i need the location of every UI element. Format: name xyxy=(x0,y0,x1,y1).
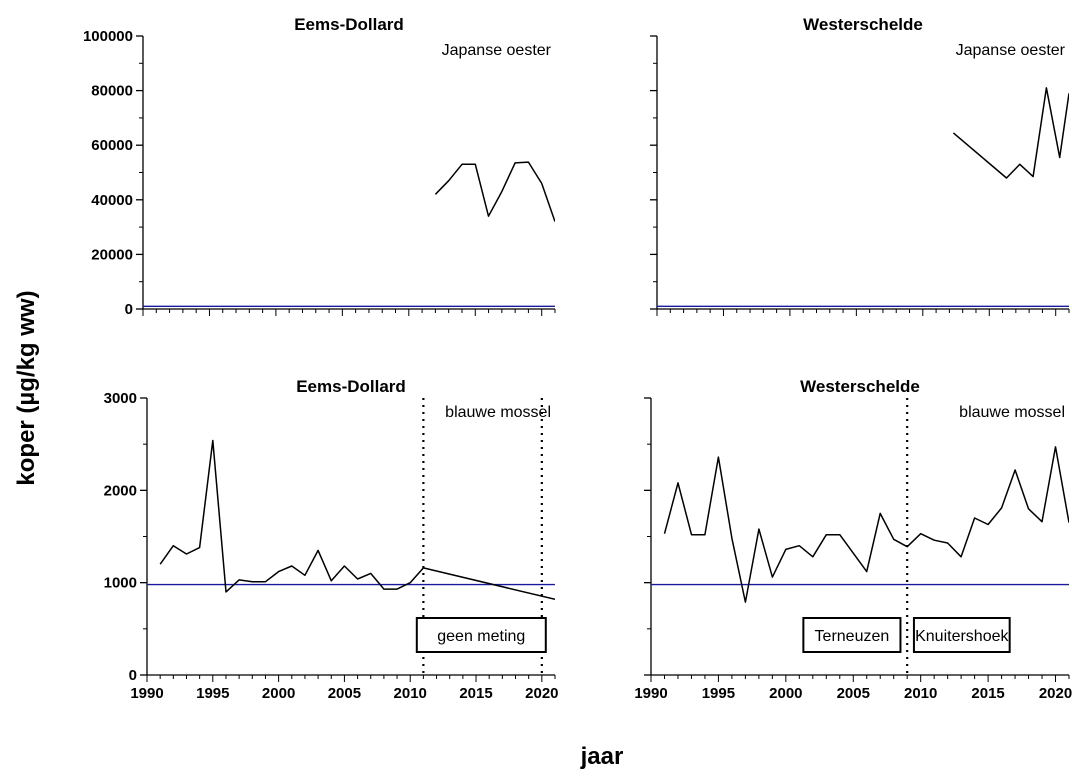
panel-4-xtick-label: 2000 xyxy=(769,685,802,702)
panel-4-title: Westerschelde xyxy=(800,377,920,396)
panel-3-xtick-label: 2020 xyxy=(525,685,558,702)
panel-1-series-line xyxy=(434,161,555,222)
panel-3-xtick-label: 1995 xyxy=(196,685,229,702)
panel-4-xtick-label: 2020 xyxy=(1039,685,1072,702)
panel-3-xtick-label: 2005 xyxy=(328,685,361,702)
panel-4-xtick-label: 1990 xyxy=(634,685,667,702)
panel-4-label-box xyxy=(802,617,902,653)
panel-2: Westerschelde Japanse oester xyxy=(650,15,1070,316)
panel-3-xtick-label: 1990 xyxy=(130,685,163,702)
y-axis-title: koper (µg/kg ww) xyxy=(13,290,40,485)
panel-2-title: Westerschelde xyxy=(803,15,923,34)
panel-4-xtick-label: 2015 xyxy=(971,685,1004,702)
panel-4: Westerschelde 1990 1995 2000 2005 2010 2015 202… xyxy=(634,377,1072,702)
panel-3-xtick-label: 2015 xyxy=(459,685,492,702)
panel-1: Eems-Dollard 0 20000 40000 60000 80000 100000 J… xyxy=(83,15,556,318)
panel-3-ytick-label: 2000 xyxy=(104,482,137,499)
panel-2-annotation: Japanse oester xyxy=(956,42,1066,59)
panel-1-title: Eems-Dollard xyxy=(294,15,404,34)
panel-4-label-box-text: Terneuzen xyxy=(815,628,890,645)
x-axis-title: jaar xyxy=(580,743,624,770)
panel-4-label-box-text: Knuitershoek xyxy=(915,628,1009,645)
panel-4-xtick-label: 2010 xyxy=(904,685,937,702)
panel-3-xtick-label: 2010 xyxy=(394,685,427,702)
panel-1-ytick-label: 0 xyxy=(125,301,133,318)
panel-4-series-line xyxy=(663,446,1069,603)
panel-3-ytick-label: 3000 xyxy=(104,390,137,407)
panel-3-ytick-label: 0 xyxy=(129,667,137,684)
panel-4-label-box xyxy=(912,617,1011,653)
panel-3-ytick-label: 1000 xyxy=(104,575,137,592)
panel-1-ytick-label: 80000 xyxy=(91,83,133,100)
panel-3-title: Eems-Dollard xyxy=(296,377,406,396)
panel-1-ytick-label: 100000 xyxy=(83,28,133,45)
panel-1-ytick-label: 20000 xyxy=(91,246,133,263)
panel-1-annotation: Japanse oester xyxy=(442,42,552,59)
panel-2-series-line xyxy=(952,87,1069,179)
panel-3-xtick-label: 2000 xyxy=(262,685,295,702)
panel-3-label-box xyxy=(415,617,547,653)
panel-3-series-line xyxy=(159,439,555,601)
panel-1-ytick-label: 60000 xyxy=(91,137,133,154)
panel-1-ytick-label: 40000 xyxy=(91,192,133,209)
panel-3-annotation: blauwe mossel xyxy=(445,404,551,421)
panel-4-xtick-label: 2005 xyxy=(837,685,870,702)
panel-4-annotation: blauwe mossel xyxy=(959,404,1065,421)
panel-3: Eems-Dollard 0 1000 2000 3000 1990 1995 2000 200… xyxy=(104,377,559,702)
panel-3-label-box-text: geen meting xyxy=(437,628,525,645)
panel-4-xtick-label: 1995 xyxy=(702,685,735,702)
